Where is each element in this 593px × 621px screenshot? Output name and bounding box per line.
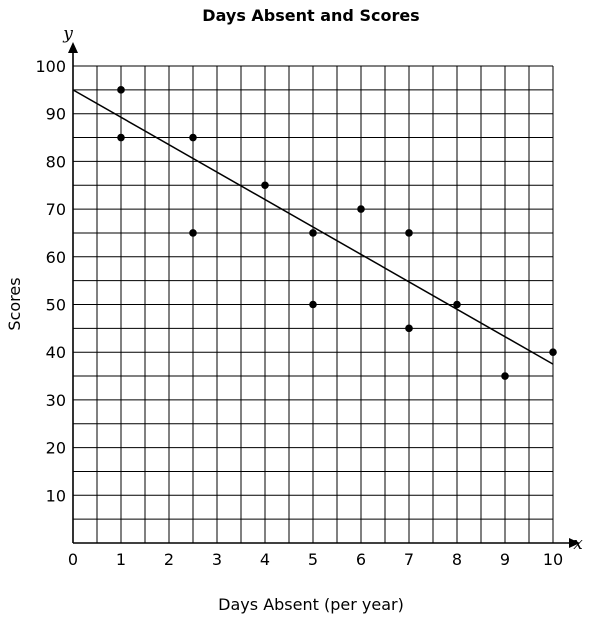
y-tick-label: 80 (46, 152, 66, 171)
x-tick-label: 7 (404, 550, 414, 569)
data-point (501, 372, 509, 380)
data-point (453, 300, 461, 309)
y-tick-label: 90 (46, 105, 66, 124)
y-axis-arrowhead (68, 42, 78, 53)
x-tick-label: 2 (164, 550, 174, 569)
x-tick-label: 4 (260, 550, 270, 569)
data-point (117, 133, 125, 142)
data-point (189, 133, 197, 142)
data-points (117, 86, 557, 380)
data-point (357, 205, 365, 213)
y-tick-label: 50 (46, 296, 66, 315)
x-tick-label: 1 (116, 550, 126, 569)
data-point (309, 300, 317, 309)
y-tick-label: 20 (46, 439, 66, 458)
x-axis-letter: x (573, 534, 583, 554)
x-tick-label: 6 (356, 550, 366, 569)
x-tick-label: 3 (212, 550, 222, 569)
axes (68, 42, 580, 548)
x-tick-label: 10 (543, 550, 563, 569)
y-tick-label: 60 (46, 248, 66, 267)
chart-title: Days Absent and Scores (202, 6, 419, 25)
trend-line (72, 89, 554, 365)
y-tick-label: 100 (35, 57, 66, 76)
x-tick-label: 8 (452, 550, 462, 569)
y-tick-label: 30 (46, 391, 66, 410)
trend-line-layer (72, 89, 554, 365)
y-tick-label: 10 (46, 486, 66, 505)
y-tick-label: 40 (46, 343, 66, 362)
data-point (405, 229, 413, 237)
data-point (189, 229, 197, 237)
y-axis-letter: y (62, 24, 73, 44)
y-tick-label: 70 (46, 200, 66, 219)
data-point (549, 348, 557, 357)
x-axis-arrowhead (569, 538, 580, 548)
grid (73, 65, 554, 543)
data-point (309, 229, 317, 237)
x-axis-label: Days Absent (per year) (218, 595, 404, 614)
x-tick-label: 0 (68, 550, 78, 569)
data-point (261, 181, 269, 190)
tick-labels: 0 1 2 3 4 5 6 7 8 9 10 10 20 30 40 50 60 70 80 90 100 (35, 57, 563, 569)
y-axis-label: Scores (5, 277, 24, 330)
x-tick-label: 9 (500, 550, 510, 569)
x-tick-label: 5 (308, 550, 318, 569)
data-point (405, 324, 413, 333)
data-point (117, 86, 125, 94)
